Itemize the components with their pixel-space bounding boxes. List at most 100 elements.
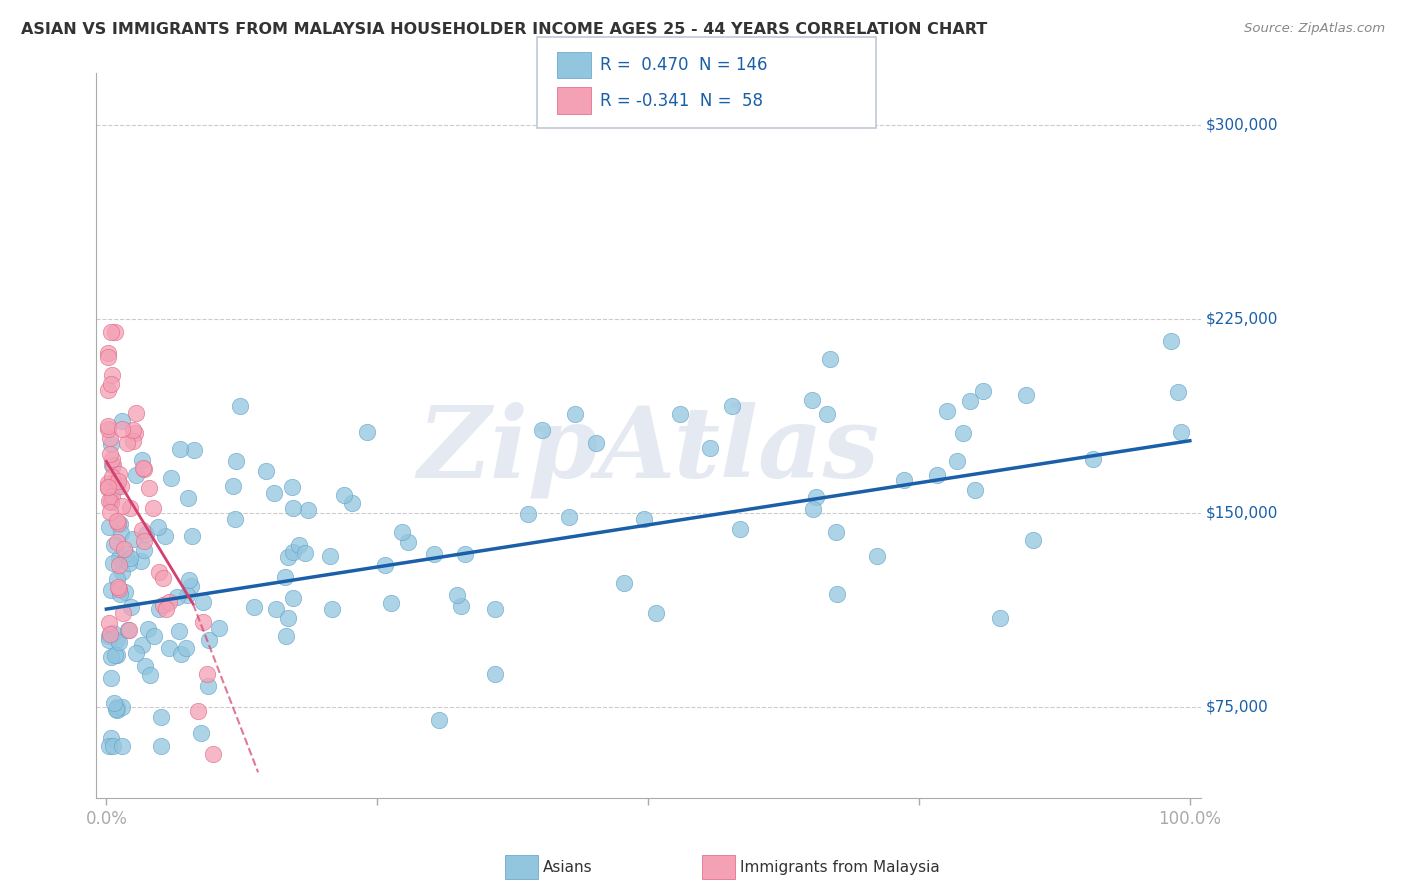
- Point: [97, 346, 120, 360]
- Point: [516, 508, 538, 522]
- Point: [100, 458, 122, 472]
- Text: $300,000: $300,000: [1206, 117, 1278, 132]
- Point: [342, 496, 364, 510]
- Point: [157, 641, 180, 656]
- Point: [101, 556, 124, 570]
- Point: [815, 408, 838, 422]
- Point: [721, 399, 744, 413]
- Point: [105, 704, 128, 718]
- Point: [120, 599, 142, 614]
- Point: [427, 713, 450, 727]
- Point: [319, 549, 342, 564]
- Point: [117, 623, 139, 637]
- Point: [963, 483, 986, 497]
- Point: [866, 549, 889, 563]
- Point: [107, 534, 129, 549]
- Point: [111, 499, 134, 513]
- Point: [484, 601, 506, 615]
- Point: [1160, 334, 1182, 348]
- Point: [155, 601, 177, 615]
- Point: [174, 641, 197, 656]
- Point: [132, 533, 155, 548]
- Point: [1022, 533, 1045, 547]
- Point: [97, 616, 120, 631]
- Point: [107, 516, 129, 531]
- Point: [111, 700, 134, 714]
- Point: [146, 520, 169, 534]
- Text: Immigrants from Malaysia: Immigrants from Malaysia: [740, 860, 939, 874]
- Point: [925, 468, 948, 483]
- Point: [96, 419, 118, 434]
- Point: [283, 591, 305, 606]
- Point: [120, 501, 142, 516]
- Point: [97, 383, 120, 397]
- Point: [129, 554, 152, 568]
- Point: [959, 394, 981, 409]
- Point: [1167, 385, 1189, 400]
- Point: [152, 599, 174, 613]
- Point: [149, 739, 172, 754]
- Point: [105, 514, 128, 528]
- Point: [166, 590, 188, 604]
- Point: [110, 479, 132, 493]
- Point: [585, 436, 607, 450]
- Point: [391, 524, 413, 539]
- Point: [191, 615, 214, 629]
- Point: [125, 468, 148, 483]
- Point: [104, 325, 127, 339]
- Point: [111, 606, 134, 620]
- Point: [125, 407, 148, 421]
- Point: [274, 570, 297, 584]
- Point: [333, 488, 356, 502]
- Point: [101, 739, 124, 754]
- Point: [105, 632, 128, 647]
- Point: [243, 600, 266, 615]
- Point: [935, 403, 957, 417]
- Point: [100, 583, 122, 598]
- Point: [633, 512, 655, 526]
- Point: [131, 638, 153, 652]
- Point: [191, 595, 214, 609]
- Point: [100, 452, 122, 467]
- Point: [97, 476, 120, 491]
- Point: [110, 526, 132, 541]
- Point: [108, 587, 131, 601]
- Point: [98, 629, 121, 643]
- Point: [1015, 388, 1038, 402]
- Point: [396, 535, 419, 549]
- Point: [105, 648, 128, 663]
- Point: [105, 699, 128, 714]
- Point: [101, 489, 124, 503]
- Point: [100, 495, 122, 509]
- Text: ZipAtlas: ZipAtlas: [418, 401, 879, 499]
- Point: [118, 556, 141, 570]
- Point: [952, 425, 974, 440]
- Point: [98, 627, 121, 641]
- Text: $75,000: $75,000: [1206, 700, 1268, 715]
- Point: [142, 629, 165, 643]
- Point: [132, 460, 155, 475]
- Point: [201, 747, 224, 761]
- Point: [98, 447, 121, 461]
- Point: [105, 572, 128, 586]
- Point: [893, 473, 915, 487]
- Point: [225, 453, 247, 467]
- Point: [115, 435, 138, 450]
- Point: [124, 426, 146, 441]
- Point: [114, 585, 136, 599]
- Point: [187, 704, 209, 718]
- Point: [374, 558, 396, 573]
- Point: [118, 623, 141, 637]
- Text: R = -0.341  N =  58: R = -0.341 N = 58: [600, 92, 763, 110]
- Point: [152, 571, 174, 585]
- Point: [1083, 451, 1105, 466]
- Point: [1170, 425, 1192, 440]
- Point: [104, 479, 127, 493]
- Point: [990, 610, 1012, 624]
- Point: [148, 565, 170, 579]
- Point: [356, 425, 378, 439]
- Point: [100, 437, 122, 451]
- Point: [613, 576, 636, 591]
- Point: [224, 512, 246, 526]
- Point: [132, 542, 155, 557]
